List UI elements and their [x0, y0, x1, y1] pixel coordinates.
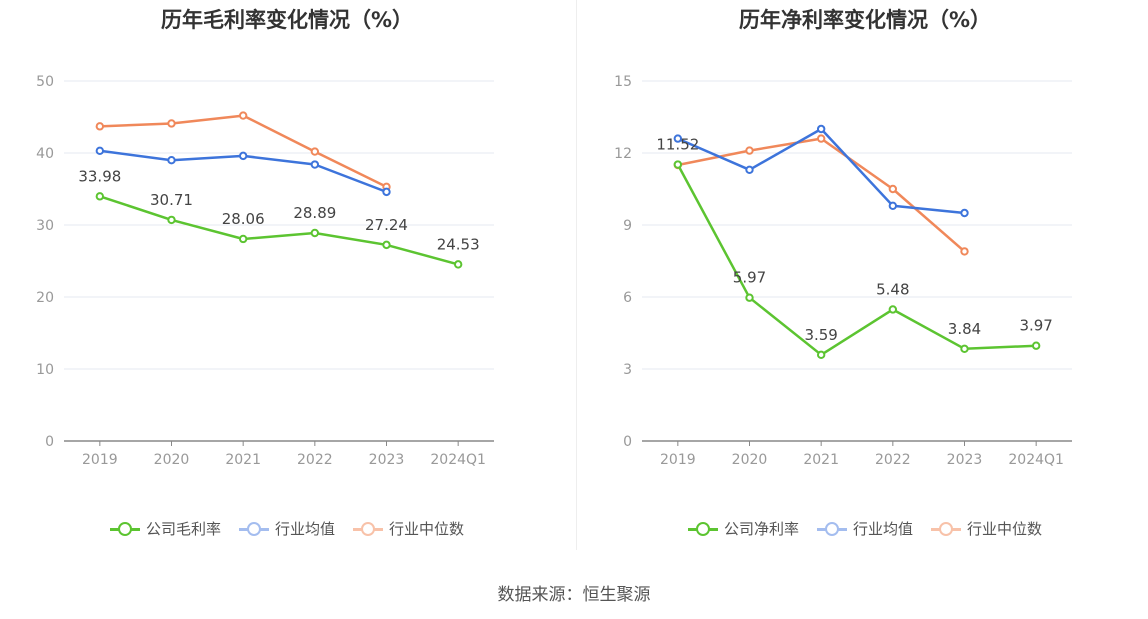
data-label: 30.71	[150, 191, 193, 209]
series-line	[677, 137, 966, 253]
x-tick-label: 2024Q1	[1008, 452, 1064, 468]
y-tick-label: 40	[36, 146, 54, 162]
x-tick-label: 2024Q1	[430, 452, 486, 468]
chart-legend: 公司毛利率 行业均值 行业中位数	[0, 518, 574, 539]
data-label: 3.59	[804, 326, 837, 344]
data-point	[167, 156, 176, 165]
chart-legend: 公司净利率 行业均值 行业中位数	[578, 518, 1148, 539]
legend-item-industry-median[interactable]: 行业中位数	[353, 518, 464, 539]
data-point	[960, 247, 969, 256]
x-tick-label: 2019	[660, 452, 696, 468]
gross-margin-chart: 历年毛利率变化情况（%） 0 10 20 30 40 50 2019 2020 2021 2022…	[0, 0, 574, 560]
legend-label: 行业均值	[852, 520, 913, 538]
chart-title: 历年净利率变化情况（%）	[738, 8, 992, 32]
data-label: 33.98	[78, 167, 121, 185]
data-point	[888, 184, 898, 194]
data-label: 28.06	[222, 210, 265, 228]
chart-plot: 0 3 6 9 12 15 2019 2020 2021 2022 2023 2024Q1 11.52 5…	[614, 74, 1072, 468]
data-point	[310, 160, 320, 169]
data-label: 5.48	[876, 280, 909, 298]
source-note: 数据来源：恒生聚源	[497, 585, 651, 605]
data-point	[816, 134, 826, 143]
legend-label: 公司毛利率	[145, 520, 221, 538]
legend-label: 公司净利率	[723, 520, 799, 538]
y-tick-label: 50	[36, 74, 54, 90]
legend-line-icon	[687, 521, 718, 537]
panel-divider	[576, 0, 577, 550]
data-point	[382, 187, 391, 197]
data-label: 5.97	[733, 269, 766, 287]
data-label: 11.52	[656, 136, 699, 154]
legend-line-icon	[931, 521, 961, 537]
legend-line-icon	[816, 521, 847, 537]
data-point	[238, 234, 248, 244]
legend-item-industry-mean[interactable]: 行业均值	[238, 518, 335, 539]
legend-label: 行业中位数	[389, 520, 465, 538]
data-label: 27.24	[365, 216, 408, 234]
y-tick-label: 0	[45, 434, 54, 450]
data-point	[310, 228, 320, 238]
y-tick-label: 3	[623, 362, 632, 378]
data-point	[238, 111, 248, 120]
x-tick-label: 2023	[369, 452, 405, 468]
chart-title: 历年毛利率变化情况（%）	[160, 8, 414, 32]
data-point	[95, 122, 105, 131]
x-tick-label: 2022	[875, 452, 911, 468]
data-point	[888, 305, 898, 314]
y-tick-label: 6	[623, 290, 632, 306]
legend-label: 行业均值	[274, 520, 335, 538]
data-label: 3.97	[1019, 317, 1052, 335]
y-tick-label: 20	[36, 290, 54, 306]
y-tick-label: 12	[614, 146, 632, 162]
y-tick-label: 15	[614, 74, 632, 90]
legend-item-company[interactable]: 公司毛利率	[109, 518, 221, 539]
y-tick-label: 9	[623, 218, 632, 234]
x-tick-label: 2022	[297, 452, 333, 468]
x-tick-label: 2020	[732, 452, 768, 468]
series-line	[99, 195, 459, 266]
legend-line-icon	[238, 521, 269, 537]
x-tick-label: 2023	[947, 452, 983, 468]
legend-item-industry-median[interactable]: 行业中位数	[931, 518, 1042, 539]
legend-line-icon	[109, 521, 140, 537]
data-point	[673, 160, 683, 169]
y-tick-label: 0	[623, 434, 632, 450]
data-point	[382, 240, 391, 250]
data-point	[745, 146, 754, 155]
x-tick-label: 2019	[82, 452, 118, 468]
data-label: 3.84	[948, 320, 981, 338]
net-margin-chart: 历年净利率变化情况（%） 0 3 6 9 12 15 2019 2020 2021 2022 202…	[578, 0, 1148, 560]
data-point	[238, 151, 248, 161]
x-tick-label: 2021	[803, 452, 839, 468]
data-point	[1031, 341, 1041, 350]
data-label: 28.89	[293, 204, 336, 222]
chart-plot: 0 10 20 30 40 50 2019 2020 2021 2022 2023 2024Q1 33.…	[36, 74, 494, 468]
data-point	[960, 344, 969, 354]
data-point	[673, 134, 683, 143]
data-point	[960, 208, 969, 218]
x-tick-label: 2020	[154, 452, 190, 468]
data-point	[745, 165, 754, 175]
legend-item-industry-mean[interactable]: 行业均值	[816, 518, 913, 539]
legend-label: 行业中位数	[967, 520, 1043, 538]
y-tick-label: 10	[36, 362, 54, 378]
data-point	[310, 147, 320, 156]
legend-line-icon	[353, 521, 383, 537]
data-point	[888, 201, 898, 211]
data-label: 24.53	[437, 235, 480, 253]
data-point	[453, 260, 463, 269]
data-point	[816, 124, 826, 134]
legend-item-company[interactable]: 公司净利率	[687, 518, 799, 539]
series-line	[676, 163, 1037, 357]
data-point	[816, 350, 826, 360]
data-point	[167, 215, 176, 225]
x-tick-label: 2021	[225, 452, 261, 468]
data-point	[95, 192, 105, 201]
y-tick-label: 30	[36, 218, 54, 234]
data-point	[167, 119, 176, 128]
data-point	[745, 293, 754, 302]
data-point	[95, 146, 105, 156]
